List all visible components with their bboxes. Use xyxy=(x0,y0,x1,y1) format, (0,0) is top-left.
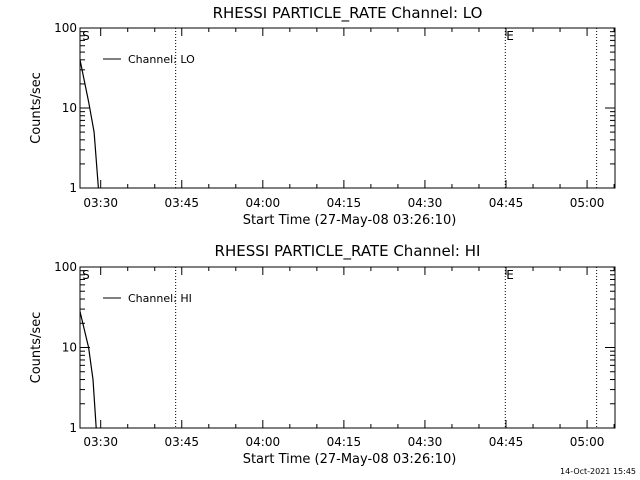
x-tick-label: 03:45 xyxy=(164,435,199,449)
x-tick-label: 04:45 xyxy=(489,435,524,449)
x-tick-label: 04:15 xyxy=(327,196,362,210)
legend-label: Channel: LO xyxy=(128,53,195,66)
end-marker: E xyxy=(506,268,514,282)
x-tick-label: 04:00 xyxy=(246,196,281,210)
series-line xyxy=(79,59,99,189)
x-tick-label: 03:30 xyxy=(83,435,118,449)
chart-panel-2: RHESSI PARTICLE_RATE Channel: HI Counts/s… xyxy=(29,242,616,467)
y-tick-label: 1 xyxy=(69,181,77,195)
x-tick-label: 04:00 xyxy=(246,435,281,449)
y-tick-label: 10 xyxy=(62,341,77,355)
y-tick-label: 1 xyxy=(69,421,77,435)
y-tick-label: 100 xyxy=(54,21,77,35)
x-tick-label: 03:30 xyxy=(83,196,118,210)
x-tick-label: 04:45 xyxy=(489,196,524,210)
y-axis-label: Counts/sec xyxy=(29,72,44,144)
x-tick-label: 05:00 xyxy=(570,196,605,210)
x-tick-label: 04:15 xyxy=(327,435,362,449)
x-tick-label: 04:30 xyxy=(408,196,443,210)
start-marker: S xyxy=(82,268,90,282)
chart-panel-1: RHESSI PARTICLE_RATE Channel: LO Counts/s… xyxy=(29,4,616,228)
x-axis-label: Start Time (27-May-08 03:26:10) xyxy=(243,452,457,467)
legend-label: Channel: HI xyxy=(128,292,192,305)
end-marker: E xyxy=(506,29,514,43)
x-tick-label: 04:30 xyxy=(408,435,443,449)
series-line xyxy=(79,311,97,429)
x-tick-label: 05:00 xyxy=(570,435,605,449)
start-marker: S xyxy=(82,29,90,43)
x-tick-label: 03:45 xyxy=(164,196,199,210)
footer-timestamp: 14-Oct-2021 15:45 xyxy=(560,467,636,476)
chart-title: RHESSI PARTICLE_RATE Channel: LO xyxy=(213,4,483,23)
y-tick-label: 100 xyxy=(54,260,77,274)
x-axis-label: Start Time (27-May-08 03:26:10) xyxy=(243,213,457,228)
chart-title: RHESSI PARTICLE_RATE Channel: HI xyxy=(215,242,481,261)
y-axis-label: Counts/sec xyxy=(29,312,44,384)
y-tick-label: 10 xyxy=(62,101,77,115)
